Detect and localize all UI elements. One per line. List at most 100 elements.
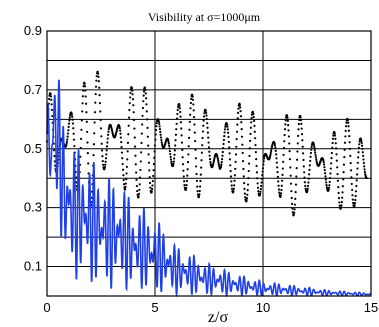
dotted-series-point [344, 129, 347, 132]
dotted-series-point [126, 150, 129, 153]
dotted-series-point [309, 151, 313, 155]
dotted-series-point [199, 179, 202, 183]
dotted-series-point [322, 163, 326, 166]
dotted-series-point [172, 160, 175, 163]
data-series [45, 70, 372, 298]
dotted-series-point [144, 88, 147, 92]
dotted-series-point [223, 128, 227, 131]
dotted-series-point [250, 121, 253, 124]
dotted-series-point [191, 95, 194, 98]
dotted-series-point [125, 165, 129, 168]
dotted-series-point [187, 145, 190, 148]
dotted-series-point [154, 128, 158, 132]
dotted-series-point [131, 93, 134, 96]
dotted-series-point [168, 144, 171, 147]
dotted-series-point [143, 86, 147, 90]
dotted-series-point [346, 119, 349, 122]
dotted-series-point [337, 186, 340, 189]
dotted-series-point [259, 192, 262, 195]
dotted-series-point [134, 163, 137, 166]
dotted-series-point [236, 117, 239, 120]
dotted-series-point [284, 119, 287, 122]
dotted-series-point [219, 165, 223, 168]
dotted-series-point [313, 149, 316, 152]
dotted-series-point [245, 197, 249, 200]
dotted-series-point [237, 107, 240, 110]
dotted-series-point [325, 184, 328, 187]
dotted-series-point [204, 109, 207, 112]
dotted-series-point [136, 189, 139, 193]
dotted-series-point [298, 118, 301, 122]
dotted-series-point [228, 152, 231, 155]
dotted-series-point [281, 179, 284, 182]
dotted-series-point [334, 137, 337, 140]
dotted-series-point [102, 163, 105, 166]
dotted-series-point [306, 189, 309, 192]
dotted-series-point [260, 177, 263, 180]
dotted-series-point [362, 154, 365, 157]
dotted-series-point [358, 143, 361, 146]
dotted-series-point [70, 113, 73, 116]
dotted-series-point [96, 70, 99, 74]
dotted-series-point [133, 145, 137, 148]
dotted-series-point [246, 183, 250, 186]
dotted-series-point [217, 161, 220, 164]
dotted-series-point [144, 92, 147, 95]
dotted-series-point [239, 106, 242, 109]
dotted-series-point [66, 138, 69, 141]
dotted-series-point [281, 173, 284, 177]
dotted-series-point [212, 159, 216, 162]
dotted-series-point [340, 206, 343, 209]
dotted-series-point [195, 172, 198, 176]
dotted-series-point [297, 122, 300, 126]
dotted-series-point [67, 129, 70, 132]
dotted-series-point [160, 141, 163, 144]
dotted-series-point [276, 175, 279, 178]
dotted-series-point [220, 163, 223, 166]
dotted-series-point [290, 202, 294, 205]
dotted-series-point [335, 159, 338, 162]
dotted-series-point [234, 153, 238, 156]
dotted-series-point [278, 191, 281, 194]
dotted-series-point [84, 89, 87, 92]
dotted-series-point [146, 135, 149, 138]
dotted-series-point [262, 160, 265, 163]
dotted-series-point [314, 151, 317, 154]
dotted-series-point [294, 197, 297, 200]
dotted-series-point [180, 127, 183, 130]
dotted-series-point [252, 112, 255, 116]
dotted-series-point [246, 189, 249, 192]
dotted-series-point [314, 156, 317, 159]
dotted-series-point [202, 119, 205, 122]
dotted-series-point [353, 204, 356, 207]
dotted-series-point [85, 111, 88, 114]
dotted-series-point [241, 143, 244, 146]
dotted-series-point [142, 94, 145, 97]
dotted-series-point [331, 141, 334, 145]
dotted-series-point [179, 115, 182, 118]
dotted-series-point [176, 112, 179, 116]
dotted-series-point [181, 156, 184, 159]
dotted-series-point [338, 204, 341, 207]
dotted-series-point [286, 119, 289, 122]
dotted-series-point [348, 147, 352, 150]
dotted-series-point [315, 160, 318, 163]
dotted-series-point [292, 213, 295, 216]
dotted-series-point [50, 103, 53, 106]
dotted-series-point [92, 143, 95, 146]
dotted-series-point [81, 102, 84, 105]
dotted-series-point [277, 188, 281, 191]
dotted-series-point [140, 141, 143, 145]
dotted-series-point [128, 102, 131, 105]
dotted-series-point [354, 198, 357, 202]
dotted-series-point [322, 161, 325, 164]
dotted-series-point [220, 160, 223, 164]
dotted-series-point [243, 187, 246, 190]
dotted-series-point [79, 155, 82, 158]
dotted-series-point [201, 144, 204, 147]
dotted-series-point [357, 151, 360, 154]
dotted-series-point [269, 153, 272, 156]
dotted-series-point [303, 171, 306, 174]
dotted-series-point [233, 179, 236, 182]
dotted-series-point [83, 82, 86, 85]
